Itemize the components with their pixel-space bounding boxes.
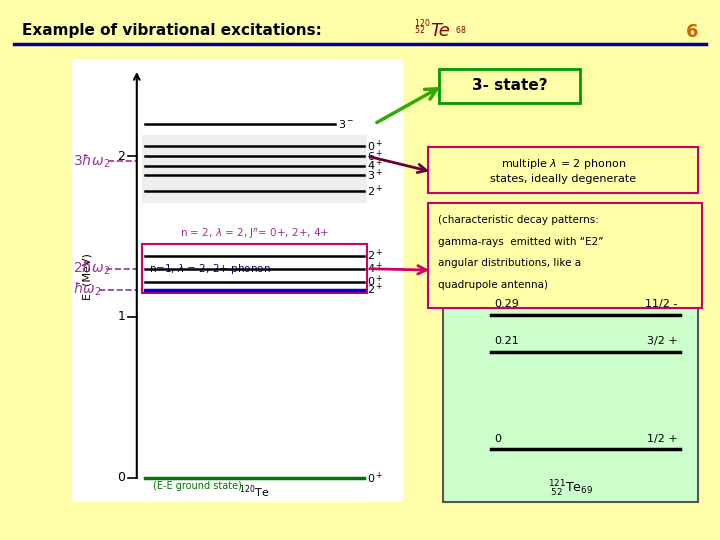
Text: $2^+$: $2^+$ [367,282,384,298]
Text: $3\hbar\omega_2$: $3\hbar\omega_2$ [73,152,111,170]
Text: multiple $\lambda$ = 2 phonon: multiple $\lambda$ = 2 phonon [500,157,626,171]
Text: (characteristic decay patterns:: (characteristic decay patterns: [438,215,598,225]
Text: 6: 6 [686,23,698,40]
Text: $0^+$: $0^+$ [367,274,384,289]
Text: gamma-rays  emitted with “E2”: gamma-rays emitted with “E2” [438,237,603,247]
FancyBboxPatch shape [428,202,702,308]
Text: $0^+$: $0^+$ [367,139,384,154]
Text: $\hbar\omega_2$: $\hbar\omega_2$ [73,281,102,298]
FancyBboxPatch shape [72,59,403,502]
Text: E  (MeV): E (MeV) [83,253,93,300]
Text: $^{120}_{52}$: $^{120}_{52}$ [414,17,431,37]
Text: Te: Te [431,22,451,39]
FancyBboxPatch shape [428,147,698,193]
FancyBboxPatch shape [443,243,698,502]
Text: $3^+$: $3^+$ [367,168,384,183]
Text: $2^+$: $2^+$ [367,184,384,199]
Text: $0^+$: $0^+$ [367,470,384,485]
Text: quadrupole antenna): quadrupole antenna) [438,280,548,290]
FancyBboxPatch shape [439,69,580,103]
Text: 3- state?: 3- state? [472,78,547,93]
Text: $2^+$: $2^+$ [367,248,384,264]
Text: 2: 2 [117,150,125,163]
Text: n=1, $\lambda$ = 2, 2+ phonon: n=1, $\lambda$ = 2, 2+ phonon [149,262,271,276]
Text: 11/2 -: 11/2 - [645,299,678,309]
Text: 3/2 +: 3/2 + [647,336,678,346]
Text: 1: 1 [117,310,125,323]
Text: (E-E ground state): (E-E ground state) [153,481,241,491]
Text: contrast, adding one neutron:: contrast, adding one neutron: [443,311,609,321]
Text: 1/2 +: 1/2 + [647,434,678,444]
Text: $4^+$: $4^+$ [367,158,384,173]
Text: $3^-$: $3^-$ [338,118,355,130]
Text: $_{68}$: $_{68}$ [455,24,467,37]
Text: states, ideally degenerate: states, ideally degenerate [490,174,636,184]
Text: 0.21: 0.21 [494,336,518,346]
FancyBboxPatch shape [142,134,367,204]
Text: $^{121}_{\ 52}$Te$_{69}$: $^{121}_{\ 52}$Te$_{69}$ [548,479,593,499]
Text: $2\hbar\omega_2$: $2\hbar\omega_2$ [73,260,111,278]
Text: 0.29: 0.29 [494,299,519,309]
Text: n = 2, $\lambda$ = 2, J$^{\pi}$= 0+, 2+, 4+: n = 2, $\lambda$ = 2, J$^{\pi}$= 0+, 2+,… [180,227,329,241]
Text: 0: 0 [117,471,125,484]
Text: angular distributions, like a: angular distributions, like a [438,258,581,268]
Text: $6^+$: $6^+$ [367,148,384,164]
Text: $^{120}$Te: $^{120}$Te [239,483,270,500]
Text: $4^+$: $4^+$ [367,261,384,276]
Text: E (MeV): E (MeV) [450,353,460,393]
Text: Example of vibrational excitations:: Example of vibrational excitations: [22,23,321,38]
Text: 0: 0 [494,434,501,444]
